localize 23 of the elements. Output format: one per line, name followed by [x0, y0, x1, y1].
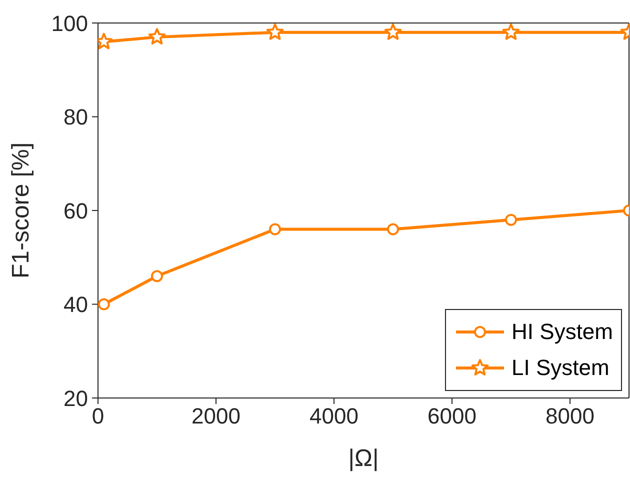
x-tick-label: 4000 [310, 404, 358, 429]
y-tick-label: 60 [64, 198, 88, 224]
legend-label: LI System [512, 355, 610, 381]
point [266, 23, 284, 40]
x-tick-label: 2000 [192, 404, 240, 429]
x-axis-title: |Ω| [348, 445, 379, 472]
y-tick-label: 40 [64, 292, 88, 318]
y-tick-label: 80 [64, 104, 88, 130]
legend-label: HI System [512, 319, 613, 345]
y-tick-label: 100 [51, 10, 88, 36]
point [269, 223, 281, 236]
y-axis-title: F1-score [%] [8, 142, 35, 279]
point [148, 28, 166, 45]
point [98, 298, 110, 310]
point [384, 23, 402, 40]
point [387, 223, 399, 236]
x-tick-label: 6000 [428, 404, 476, 429]
point [505, 214, 517, 226]
point [151, 270, 163, 282]
point [502, 23, 520, 40]
y-tick-label: 20 [64, 386, 88, 411]
x-tick-label: 0 [92, 404, 104, 429]
x-tick-label: 8000 [546, 404, 594, 429]
